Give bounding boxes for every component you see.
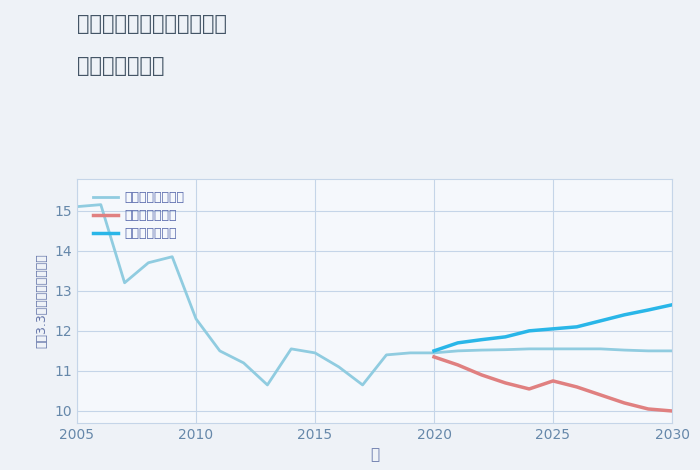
ノーマルシナリオ [287,346,295,352]
ノーマルシナリオ [216,348,224,354]
ノーマルシナリオ [144,260,153,266]
ノーマルシナリオ [573,346,581,352]
グッドシナリオ [668,302,676,308]
ノーマルシナリオ [454,348,462,354]
ノーマルシナリオ [192,316,200,321]
ノーマルシナリオ [239,360,248,366]
ノーマルシナリオ [263,382,272,388]
ノーマルシナリオ [596,346,605,352]
Y-axis label: 平（3.3㎡）単価（万円）: 平（3.3㎡）単価（万円） [36,253,49,348]
グッドシナリオ [596,318,605,324]
ノーマルシナリオ [477,347,486,353]
Legend: ノーマルシナリオ, バッドシナリオ, グッドシナリオ: ノーマルシナリオ, バッドシナリオ, グッドシナリオ [89,187,188,244]
グッドシナリオ [477,337,486,343]
バッドシナリオ [549,378,557,384]
ノーマルシナリオ [501,347,510,352]
X-axis label: 年: 年 [370,447,379,462]
バッドシナリオ [525,386,533,392]
バッドシナリオ [620,400,629,406]
ノーマルシナリオ [358,382,367,388]
バッドシナリオ [644,406,652,412]
ノーマルシナリオ [644,348,652,354]
グッドシナリオ [573,324,581,329]
バッドシナリオ [501,380,510,386]
ノーマルシナリオ [525,346,533,352]
グッドシナリオ [525,328,533,334]
ノーマルシナリオ [73,204,81,210]
グッドシナリオ [430,348,438,354]
バッドシナリオ [454,362,462,368]
バッドシナリオ [477,372,486,378]
グッドシナリオ [549,326,557,332]
Text: 土地の価格推移: 土地の価格推移 [77,56,164,77]
グッドシナリオ [644,307,652,313]
ノーマルシナリオ [168,254,176,259]
Text: 三重県桑名市長島町新所の: 三重県桑名市長島町新所の [77,14,227,34]
ノーマルシナリオ [549,346,557,352]
ノーマルシナリオ [430,350,438,356]
ノーマルシナリオ [382,352,391,358]
ノーマルシナリオ [335,364,343,370]
Line: グッドシナリオ: グッドシナリオ [434,305,672,351]
ノーマルシナリオ [120,280,129,286]
ノーマルシナリオ [311,350,319,356]
グッドシナリオ [454,340,462,346]
バッドシナリオ [430,354,438,360]
グッドシナリオ [501,334,510,340]
ノーマルシナリオ [620,347,629,353]
グッドシナリオ [620,312,629,318]
バッドシナリオ [573,384,581,390]
ノーマルシナリオ [97,202,105,207]
バッドシナリオ [668,408,676,414]
ノーマルシナリオ [668,348,676,354]
ノーマルシナリオ [406,350,414,356]
Line: ノーマルシナリオ: ノーマルシナリオ [77,204,672,385]
Line: バッドシナリオ: バッドシナリオ [434,357,672,411]
バッドシナリオ [596,392,605,398]
